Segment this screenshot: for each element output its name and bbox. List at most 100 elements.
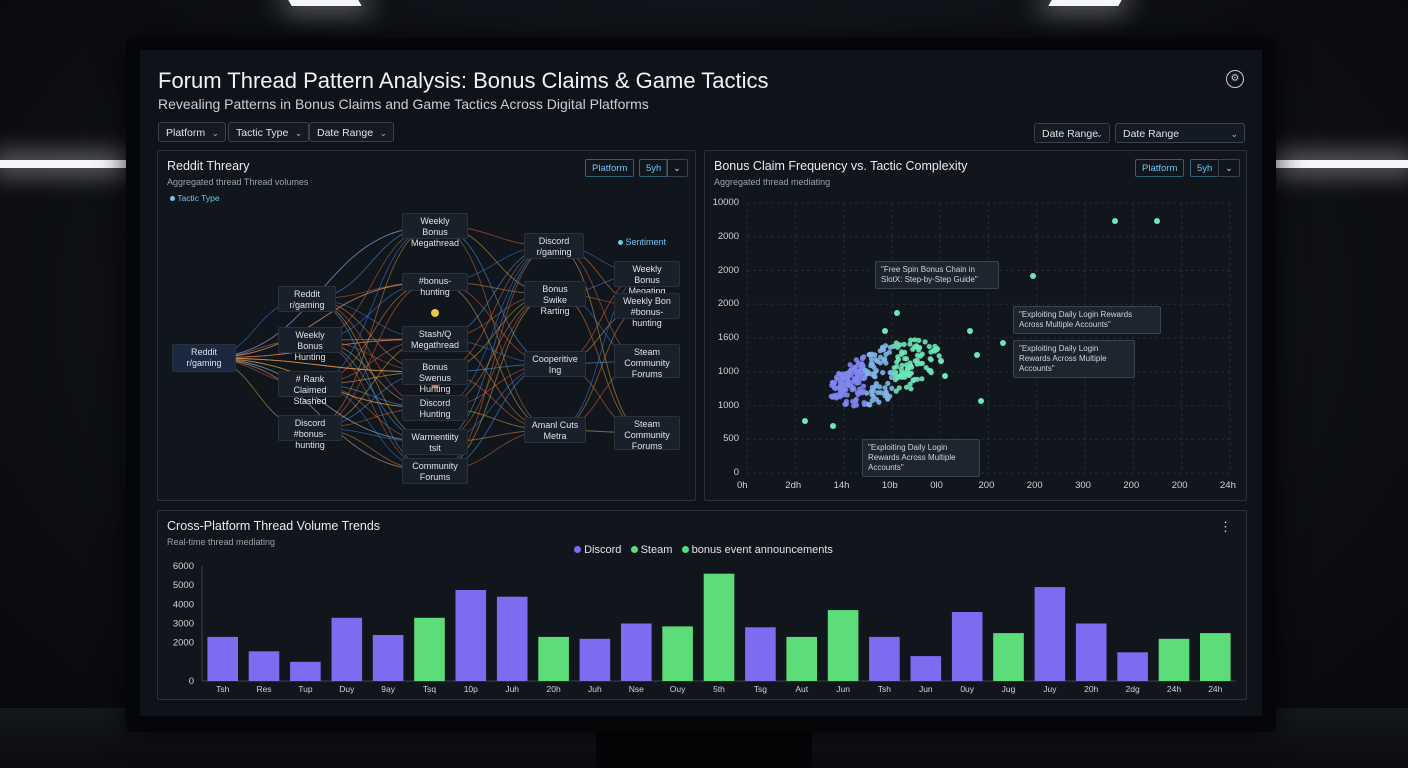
bar[interactable] bbox=[827, 610, 859, 681]
bar[interactable] bbox=[496, 596, 528, 681]
bar[interactable] bbox=[869, 636, 900, 681]
network-link bbox=[203, 357, 436, 472]
tactic-type-filter-label: Tactic Type bbox=[236, 127, 289, 139]
tactic-type-filter[interactable]: Tactic Type ⌄ bbox=[228, 122, 310, 142]
network-link bbox=[203, 281, 436, 359]
network-node[interactable]: Amanl Cuts Metra bbox=[524, 417, 586, 443]
network-node[interactable]: Community Forums bbox=[402, 458, 468, 484]
scatter-point bbox=[928, 349, 934, 355]
network-platform-chip[interactable]: Platform bbox=[585, 159, 635, 177]
scatter-point bbox=[893, 369, 899, 376]
bar-y-tick: 6000 bbox=[173, 561, 194, 572]
bar[interactable] bbox=[1075, 623, 1107, 682]
network-hub-marker bbox=[431, 309, 439, 317]
bar[interactable] bbox=[538, 636, 569, 681]
bar[interactable] bbox=[745, 627, 776, 681]
scatter-y-tick: 1600 bbox=[717, 332, 739, 343]
bar[interactable] bbox=[207, 636, 238, 681]
network-node[interactable]: Cooperitive Ing bbox=[524, 351, 586, 377]
network-node[interactable]: Stash/Q Megathread bbox=[402, 326, 468, 352]
chevron-down-icon: ⌄ bbox=[379, 128, 388, 138]
network-node[interactable]: Discord r/gaming bbox=[524, 233, 584, 259]
bar[interactable] bbox=[248, 651, 280, 681]
network-range-chip[interactable]: 5yh bbox=[639, 159, 669, 177]
network-node[interactable]: Reddit r/gaming bbox=[278, 286, 336, 312]
bar[interactable] bbox=[579, 638, 611, 681]
bar[interactable] bbox=[1034, 587, 1066, 681]
bar-x-tick: Aut bbox=[795, 684, 808, 694]
scatter-point bbox=[843, 398, 849, 405]
bar[interactable] bbox=[621, 623, 652, 682]
bar[interactable] bbox=[290, 661, 321, 681]
bar[interactable] bbox=[786, 636, 817, 681]
scatter-point bbox=[912, 337, 918, 343]
scatter-annotation-3: "Exploiting Daily Login Rewards Across M… bbox=[1013, 340, 1135, 378]
scatter-point bbox=[869, 398, 875, 404]
platform-filter[interactable]: Platform ⌄ bbox=[158, 122, 227, 142]
scatter-point bbox=[1112, 218, 1118, 224]
network-node[interactable]: Discord #bonus-hunting bbox=[278, 415, 342, 450]
bar[interactable] bbox=[414, 617, 445, 682]
network-node[interactable]: Steam Community Forums bbox=[614, 416, 680, 451]
network-chevron-button[interactable]: ⌄ bbox=[666, 159, 688, 177]
scatter-point bbox=[851, 386, 857, 392]
scatter-platform-chip[interactable]: Platform bbox=[1135, 159, 1185, 177]
scatter-chevron-button[interactable]: ⌄ bbox=[1218, 159, 1240, 177]
scatter-point bbox=[873, 368, 879, 374]
date-range-filter-right-1[interactable]: Date Range ⌄ bbox=[1034, 123, 1110, 143]
network-node[interactable]: Weekly Bonus Megating bbox=[614, 261, 680, 296]
bar[interactable] bbox=[455, 590, 487, 681]
date-range-filter[interactable]: Date Range ⌄ bbox=[309, 122, 395, 142]
scatter-point bbox=[866, 352, 872, 358]
legend-dot-announcements bbox=[681, 546, 689, 553]
gear-icon[interactable]: ⚙ bbox=[1226, 70, 1244, 88]
bar[interactable] bbox=[331, 617, 363, 682]
bar[interactable] bbox=[1158, 638, 1190, 681]
network-node[interactable]: Bonus Swenus Hunting bbox=[402, 359, 468, 394]
date-range-filter-label: Date Range bbox=[1123, 128, 1180, 140]
bar[interactable] bbox=[1117, 652, 1148, 682]
network-node[interactable]: Weekly Bon #bonus-hunting bbox=[614, 293, 680, 328]
scatter-point bbox=[867, 402, 873, 408]
scatter-point bbox=[919, 351, 925, 357]
scatter-point bbox=[877, 360, 883, 366]
scatter-point bbox=[865, 369, 871, 375]
scatter-point bbox=[883, 389, 889, 395]
network-node[interactable]: Weekly Bonus Hunting bbox=[278, 327, 342, 362]
scatter-point bbox=[856, 380, 862, 386]
bar[interactable] bbox=[372, 635, 404, 681]
network-node[interactable]: Bonus Swike Rarting bbox=[524, 281, 586, 316]
network-node[interactable]: #bonus-hunting bbox=[402, 273, 468, 297]
date-range-filter-label: Date Range bbox=[317, 127, 374, 139]
bar[interactable] bbox=[993, 633, 1024, 681]
date-range-filter-right-2[interactable]: Date Range ⌄ bbox=[1115, 123, 1245, 143]
network-node[interactable]: Reddit r/gaming bbox=[172, 344, 236, 372]
bar-x-tick: Juy bbox=[1043, 684, 1057, 694]
network-link bbox=[203, 357, 436, 373]
network-node[interactable]: Weekly Bonus Megathread bbox=[402, 213, 468, 248]
network-node[interactable]: Discord Hunting bbox=[402, 395, 468, 421]
bar[interactable] bbox=[951, 612, 983, 681]
scatter-x-tick: 0h bbox=[737, 480, 748, 491]
wall-light-left bbox=[0, 160, 126, 168]
bar[interactable] bbox=[662, 626, 693, 681]
more-vertical-icon[interactable]: ⋮ bbox=[1219, 519, 1232, 534]
network-node[interactable]: # Rank Claimed Stashed bbox=[278, 371, 342, 406]
bar[interactable] bbox=[703, 573, 735, 681]
bar-x-tick: Tsh bbox=[878, 684, 892, 694]
scatter-point bbox=[903, 362, 910, 368]
network-node[interactable]: Steam Community Forums bbox=[614, 344, 680, 379]
network-panel-subtitle: Aggregated thread Thread volumes bbox=[167, 177, 309, 187]
bar[interactable] bbox=[910, 656, 942, 681]
bar[interactable] bbox=[1200, 633, 1231, 681]
bar-panel-subtitle: Real-time thread mediating bbox=[167, 537, 276, 547]
bar-x-tick: Tsh bbox=[216, 684, 230, 694]
scatter-point bbox=[802, 418, 808, 424]
bar-x-tick: Juh bbox=[505, 684, 519, 694]
network-node[interactable]: Warmentiity tsit bbox=[402, 429, 468, 455]
scatter-x-tick: 200 bbox=[1123, 480, 1140, 491]
scatter-point bbox=[978, 398, 984, 404]
scatter-point bbox=[907, 341, 913, 347]
bar-x-tick: Tsg bbox=[754, 684, 768, 694]
scatter-point bbox=[895, 356, 901, 363]
